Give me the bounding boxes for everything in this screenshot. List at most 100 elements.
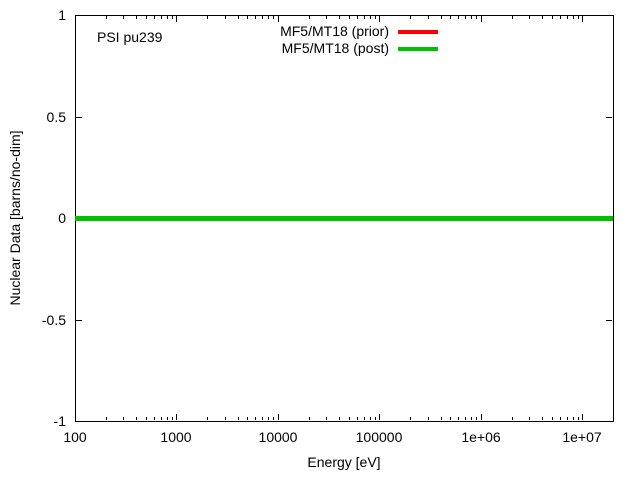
y-tick: [76, 320, 82, 321]
plot-label: PSI pu239: [97, 29, 163, 45]
x-minor-tick-mirror: [364, 16, 365, 19]
x-minor-tick-mirror: [207, 16, 208, 19]
x-minor-tick-mirror: [375, 16, 376, 19]
y-tick-label: 1: [58, 7, 66, 23]
x-tick-label: 100000: [355, 429, 403, 445]
x-minor-tick-mirror: [465, 16, 466, 19]
x-minor-tick-mirror: [476, 16, 477, 19]
x-minor-tick-mirror: [450, 16, 451, 19]
x-minor-tick: [123, 417, 124, 420]
x-minor-tick: [370, 417, 371, 420]
x-minor-tick-mirror: [167, 16, 168, 19]
x-minor-tick: [542, 417, 543, 420]
x-minor-tick: [273, 417, 274, 420]
x-minor-tick-mirror: [512, 16, 513, 19]
x-minor-tick-mirror: [441, 16, 442, 19]
legend-line-sample-prior: [398, 29, 438, 34]
x-minor-tick-mirror: [273, 16, 274, 19]
x-major-tick: [379, 414, 380, 420]
x-minor-tick-mirror: [309, 16, 310, 19]
legend-label-post: MF5/MT18 (post): [281, 40, 389, 56]
y-tick-label: -1: [53, 413, 66, 429]
y-tick-mirror: [606, 320, 612, 321]
y-tick-label: 0: [58, 210, 66, 226]
x-minor-tick: [225, 417, 226, 420]
x-minor-tick-mirror: [471, 16, 472, 19]
legend-label-prior: MF5/MT18 (prior): [280, 23, 389, 39]
x-tick-label: 1000: [160, 429, 192, 445]
x-tick-label: 1e+07: [562, 429, 602, 445]
x-minor-tick-mirror: [370, 16, 371, 19]
x-minor-tick-mirror: [428, 16, 429, 19]
legend: MF5/MT18 (prior) MF5/MT18 (post): [280, 23, 438, 57]
x-minor-tick: [476, 417, 477, 420]
x-minor-tick-mirror: [172, 16, 173, 19]
x-minor-tick-mirror: [542, 16, 543, 19]
x-minor-tick: [375, 417, 376, 420]
x-minor-tick-mirror: [161, 16, 162, 19]
x-tick-label: 100: [63, 429, 87, 445]
x-minor-tick: [458, 417, 459, 420]
x-major-tick-mirror: [278, 16, 279, 22]
y-tick-mirror: [606, 421, 612, 422]
x-minor-tick: [146, 417, 147, 420]
x-minor-tick: [441, 417, 442, 420]
x-minor-tick-mirror: [123, 16, 124, 19]
x-minor-tick: [161, 417, 162, 420]
y-tick: [76, 15, 82, 16]
x-axis-label: Energy [eV]: [307, 454, 381, 470]
x-minor-tick: [255, 417, 256, 420]
x-minor-tick: [268, 417, 269, 420]
x-minor-tick-mirror: [529, 16, 530, 19]
x-minor-tick-mirror: [578, 16, 579, 19]
x-minor-tick: [172, 417, 173, 420]
x-minor-tick: [167, 417, 168, 420]
x-minor-tick: [529, 417, 530, 420]
x-minor-tick: [262, 417, 263, 420]
x-minor-tick-mirror: [573, 16, 574, 19]
x-minor-tick: [349, 417, 350, 420]
x-minor-tick-mirror: [146, 16, 147, 19]
x-minor-tick-mirror: [410, 16, 411, 19]
x-minor-tick-mirror: [225, 16, 226, 19]
x-minor-tick: [207, 417, 208, 420]
legend-entry-post: MF5/MT18 (post): [282, 40, 438, 57]
x-minor-tick-mirror: [268, 16, 269, 19]
legend-entry-prior: MF5/MT18 (prior): [280, 23, 438, 40]
x-minor-tick: [410, 417, 411, 420]
x-minor-tick: [357, 417, 358, 420]
x-major-tick-mirror: [75, 16, 76, 22]
x-major-tick: [176, 414, 177, 420]
x-minor-tick-mirror: [567, 16, 568, 19]
x-minor-tick: [326, 417, 327, 420]
x-tick-label: 1e+06: [461, 429, 501, 445]
x-minor-tick-mirror: [238, 16, 239, 19]
y-tick-mirror: [606, 117, 612, 118]
x-major-tick-mirror: [379, 16, 380, 22]
x-minor-tick-mirror: [262, 16, 263, 19]
x-major-tick: [582, 414, 583, 420]
x-minor-tick: [106, 417, 107, 420]
x-minor-tick-mirror: [357, 16, 358, 19]
x-minor-tick: [154, 417, 155, 420]
x-minor-tick: [552, 417, 553, 420]
x-minor-tick: [465, 417, 466, 420]
x-minor-tick: [567, 417, 568, 420]
y-tick-label: 0.5: [46, 109, 66, 125]
y-tick-mirror: [606, 15, 612, 16]
x-minor-tick-mirror: [247, 16, 248, 19]
x-minor-tick-mirror: [106, 16, 107, 19]
x-minor-tick: [450, 417, 451, 420]
x-minor-tick-mirror: [326, 16, 327, 19]
y-tick: [76, 117, 82, 118]
x-major-tick: [481, 414, 482, 420]
x-minor-tick: [238, 417, 239, 420]
x-minor-tick: [247, 417, 248, 420]
x-minor-tick: [428, 417, 429, 420]
x-minor-tick: [309, 417, 310, 420]
x-major-tick-mirror: [582, 16, 583, 22]
x-minor-tick: [364, 417, 365, 420]
x-minor-tick-mirror: [552, 16, 553, 19]
x-minor-tick-mirror: [255, 16, 256, 19]
